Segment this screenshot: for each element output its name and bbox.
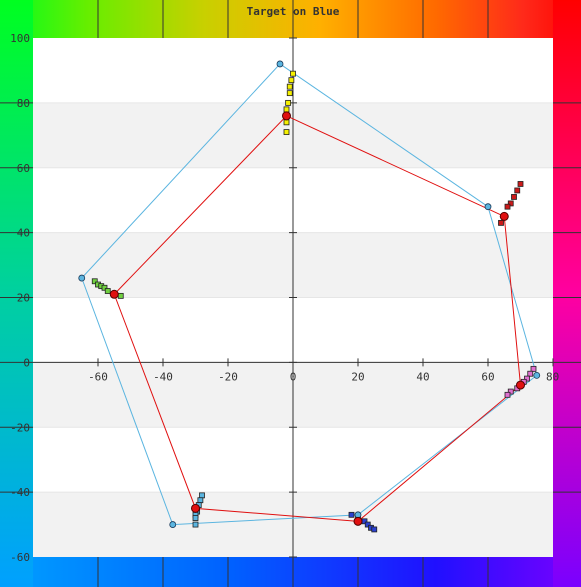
outer-vertex <box>276 60 284 68</box>
outer-vertex <box>484 203 492 211</box>
x-tick-label: -20 <box>218 370 238 383</box>
inner-vertex <box>282 111 291 121</box>
frame-left <box>0 0 33 587</box>
polygon-vertices <box>78 60 541 528</box>
inner-vertex <box>499 211 509 221</box>
x-tick-labels: -60 -40 -20 0 20 40 60 80 <box>88 370 559 383</box>
frame-top <box>0 0 581 38</box>
inner-vertex <box>353 516 363 526</box>
trail-marker <box>517 181 524 187</box>
frame-right <box>553 0 581 587</box>
x-tick-label: 60 <box>481 370 494 383</box>
trail-marker <box>104 288 111 294</box>
trail-marker <box>91 278 98 285</box>
trail-marker <box>498 219 504 226</box>
y-tick-label: -20 <box>10 421 30 434</box>
trail-marker <box>283 129 290 135</box>
y-tick-label: 20 <box>17 292 30 305</box>
outer-vertex <box>78 274 86 282</box>
y-tick-label: 0 <box>23 356 30 369</box>
y-tick-labels: -60 -40 -20 0 20 40 60 80 100 <box>10 32 30 564</box>
trail-marker <box>199 492 205 499</box>
inner-vertex <box>109 289 119 299</box>
trail-marker <box>286 90 293 97</box>
outer-vertex <box>169 521 177 528</box>
x-tick-label: -40 <box>153 370 173 383</box>
chart-title: Target on Blue <box>247 5 340 18</box>
inner-vertex <box>516 380 525 390</box>
trail-marker <box>192 521 199 528</box>
trail-marker <box>364 521 371 528</box>
trail-marker <box>290 70 296 77</box>
x-tick-label: 40 <box>416 370 429 383</box>
outer-vertex <box>533 371 541 379</box>
trail-marker <box>197 497 204 504</box>
trail-marker <box>288 77 295 84</box>
trail-marker <box>507 200 514 207</box>
y-tick-label: -40 <box>10 486 30 499</box>
trail-marker <box>511 194 517 200</box>
trail-marker <box>527 370 534 377</box>
inner-vertex <box>191 503 200 513</box>
trail-marker <box>514 187 521 194</box>
y-tick-label: 60 <box>17 162 30 175</box>
trail-marker <box>371 526 378 533</box>
trail-marker <box>283 119 290 126</box>
trail-marker <box>524 375 530 382</box>
trail-marker <box>285 99 292 106</box>
y-tick-label: 80 <box>17 97 30 110</box>
trail-marker <box>504 203 511 210</box>
marker-trails <box>91 70 537 533</box>
y-tick-label: -60 <box>10 551 30 564</box>
y-tick-label: 100 <box>10 32 30 45</box>
trail-marker <box>507 388 514 395</box>
trail-marker <box>530 365 537 372</box>
trail-marker <box>101 284 108 291</box>
trail-marker <box>348 511 355 518</box>
x-tick-label: 80 <box>546 370 559 383</box>
trail-marker <box>192 515 199 521</box>
trail-marker <box>117 292 124 299</box>
x-tick-label: 0 <box>290 370 297 383</box>
x-tick-label: -60 <box>88 370 108 383</box>
trail-marker <box>286 83 293 90</box>
axes <box>33 37 554 558</box>
trail-marker <box>504 391 511 398</box>
x-tick-label: 20 <box>351 370 364 383</box>
frame-bottom <box>0 557 581 587</box>
trail-marker <box>283 106 290 113</box>
y-tick-label: 40 <box>17 227 30 240</box>
